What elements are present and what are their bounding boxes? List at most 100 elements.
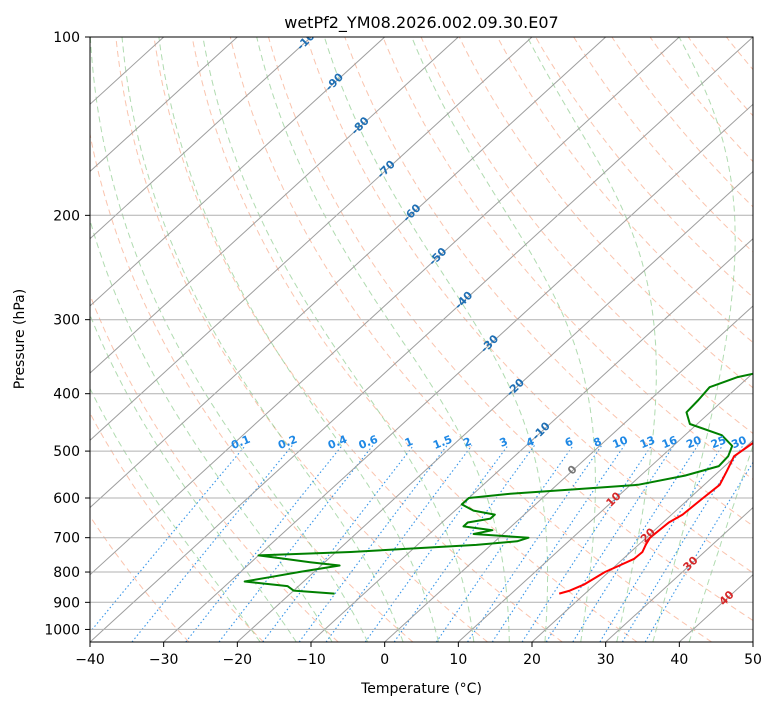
- isotherm-line: [90, 37, 607, 509]
- dry-adiabat-line: [344, 37, 753, 527]
- isotherm-line: [384, 305, 753, 642]
- dry-adiabat-line: [90, 515, 190, 642]
- isotherm-line: [310, 237, 753, 642]
- mixing-ratio-line: [545, 445, 675, 642]
- isotherm-line: [90, 37, 753, 642]
- y-tick-label: 900: [53, 595, 80, 611]
- isotherm-line: [90, 37, 680, 576]
- x-tick-label: 20: [523, 652, 541, 668]
- x-axis-label: Temperature (°C): [360, 681, 482, 697]
- mixing-ratio-line: [644, 461, 753, 642]
- mixing-ratio-label: 13: [638, 433, 657, 451]
- moist-adiabat-line: [652, 37, 736, 642]
- temperature-profile-line: [558, 441, 753, 595]
- y-tick-label: 800: [53, 565, 80, 581]
- dry-adiabat-line: [420, 37, 753, 435]
- mixing-ratio-line: [131, 445, 293, 642]
- mixing-ratio-label: 10: [611, 433, 630, 451]
- dry-adiabat-line: [153, 37, 563, 642]
- dry-adiabat-line: [726, 37, 753, 71]
- dry-adiabat-line: [611, 37, 753, 208]
- mixing-ratio-line: [185, 445, 343, 642]
- x-tick-label: −10: [296, 652, 326, 668]
- x-tick-label: −20: [223, 652, 253, 668]
- mixing-ratio-label: 0.6: [357, 433, 380, 452]
- dry-adiabat-line: [229, 37, 712, 642]
- y-tick-label: 400: [53, 387, 80, 403]
- isotherm-line: [531, 439, 753, 642]
- moist-adiabat-line: [256, 37, 510, 642]
- y-tick-label: 1000: [44, 622, 80, 638]
- mixing-ratio-label: 1.5: [431, 433, 454, 452]
- mixing-ratio-line: [521, 445, 653, 642]
- mixing-ratio-line: [325, 445, 473, 642]
- mixing-ratio-label: 36: [750, 433, 769, 451]
- profile-lines: [243, 372, 753, 595]
- moist-adiabat-line: [90, 313, 297, 642]
- y-tick-label: 500: [53, 444, 80, 460]
- mixing-ratio-label: 6: [563, 435, 575, 450]
- dry-adiabat-line: [268, 37, 753, 622]
- mixing-ratio-label: 20: [684, 433, 703, 451]
- dry-adiabat-line: [765, 37, 775, 642]
- y-tick-label: 600: [53, 491, 80, 507]
- mixing-ratio-label: 25: [709, 433, 728, 451]
- isotherm-line: [90, 37, 386, 307]
- mixing-ratio-label: 0.2: [276, 433, 299, 452]
- chart-title: wetPf2_YM08.2026.002.09.30.E07: [284, 13, 558, 33]
- dry-adiabat-line: [191, 37, 638, 642]
- moist-adiabat-line: [411, 37, 596, 642]
- isotherm-line: [752, 641, 753, 642]
- isotherm-line: [90, 37, 238, 173]
- mixing-ratio-label: 1: [403, 435, 415, 450]
- isotherm-line: [457, 372, 753, 642]
- x-tick-label: 40: [670, 652, 688, 668]
- mixing-ratio-line: [262, 445, 414, 642]
- dry-adiabat-line: [458, 37, 753, 389]
- mixing-ratio-line: [435, 445, 574, 642]
- dry-adiabat-line: [382, 37, 753, 481]
- line-labels: 0.1 0.2 0.4 0.6 1 1.5 2 3 4 6 8 10 13 16 20 25 30 36-100-…: [229, 37, 769, 608]
- y-tick-label: 100: [53, 30, 80, 46]
- mixing-ratio-label: 30: [729, 433, 748, 451]
- dry-adiabat-line: [115, 37, 488, 642]
- y-axis-label: Pressure (hPa): [12, 289, 28, 389]
- x-tick-label: −40: [75, 652, 105, 668]
- moist-adiabat-line: [158, 37, 439, 642]
- x-tick-label: 50: [744, 652, 762, 668]
- mixing-ratio-label: 2: [461, 435, 473, 450]
- isotherm-line: [163, 103, 753, 642]
- isotherm-line: [90, 37, 533, 442]
- y-tick-label: 200: [53, 208, 80, 224]
- y-tick-label: 700: [53, 531, 80, 547]
- mixing-ratio-line: [491, 445, 625, 642]
- dry-adiabat-line: [90, 412, 264, 642]
- x-tick-label: −30: [149, 652, 179, 668]
- plot-frame: [89, 36, 754, 643]
- moist-adiabat-line: [90, 387, 261, 642]
- x-tick-label: 10: [449, 652, 467, 668]
- mixing-ratio-label: 0.4: [326, 433, 349, 452]
- moist-adiabat-line: [90, 37, 369, 642]
- dry-adiabat-line: [496, 37, 753, 344]
- isotherm-line: [605, 506, 753, 642]
- mixing-ratio-line: [364, 445, 509, 642]
- axes: −40 −30 −20 −10 0 10 20 30 40 5010020030040050060…: [44, 30, 762, 668]
- mixing-ratio-label: 0.1: [229, 433, 252, 452]
- x-tick-label: 30: [597, 652, 615, 668]
- mixing-ratio-label: 16: [660, 433, 679, 451]
- mixing-ratio-line: [218, 445, 374, 642]
- moist-adiabat-line: [121, 37, 404, 642]
- mixing-ratio-label: 3: [498, 435, 510, 450]
- mixing-ratio-label: 8: [592, 435, 604, 450]
- moist-adiabat-line: [202, 37, 475, 642]
- moist-adiabat-line: [323, 37, 549, 642]
- dry-adiabat-line: [90, 131, 414, 642]
- dry-adiabat-line: [649, 37, 753, 163]
- dry-adiabat-line: [90, 293, 339, 642]
- moist-adiabat-line: [688, 444, 753, 642]
- mixing-ratio-line: [599, 445, 723, 642]
- moist-adiabat-line: [90, 218, 333, 642]
- dewpoint-profile-line: [243, 372, 753, 595]
